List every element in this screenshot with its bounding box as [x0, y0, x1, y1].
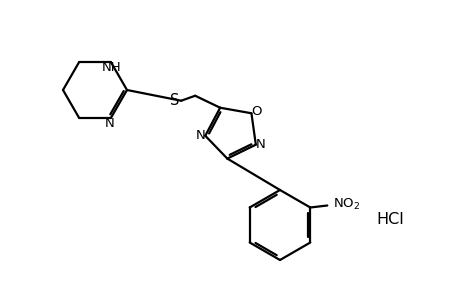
Text: N: N [195, 129, 205, 142]
Text: S: S [170, 93, 179, 108]
Text: O: O [251, 105, 261, 118]
Text: HCl: HCl [375, 212, 403, 227]
Text: NH: NH [102, 61, 122, 74]
Text: N: N [105, 117, 115, 130]
Text: N: N [255, 138, 265, 151]
Text: NO$_2$: NO$_2$ [332, 197, 359, 212]
